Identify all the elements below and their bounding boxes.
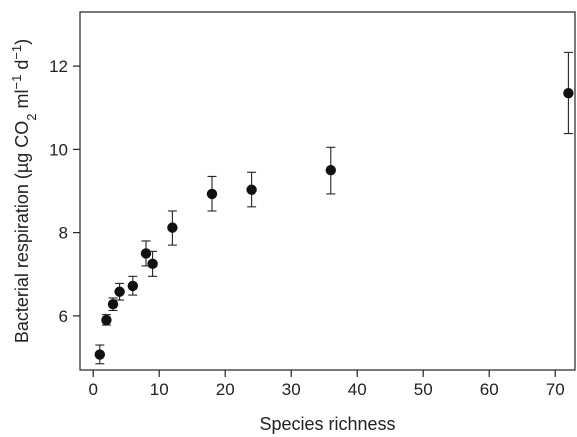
data-points xyxy=(94,51,574,365)
y-axis: 6 8 10 12 xyxy=(49,57,80,326)
y-tick-label: 8 xyxy=(59,224,68,243)
data-point xyxy=(246,184,257,195)
y-axis-label-mid: ml xyxy=(12,89,32,113)
x-tick-label: 50 xyxy=(414,380,433,399)
data-point xyxy=(140,248,152,259)
x-axis-label: Species richness xyxy=(259,414,395,434)
x-tick-label: 30 xyxy=(282,380,301,399)
x-tick-label: 70 xyxy=(546,380,565,399)
y-axis-label-mid2: d xyxy=(12,60,32,75)
plot-border xyxy=(79,11,576,371)
data-point xyxy=(206,188,218,200)
data-point xyxy=(94,349,106,360)
y-tick-label: 10 xyxy=(49,140,68,159)
y-axis-label-prefix: Bacterial respiration (µg CO xyxy=(12,121,32,343)
y-axis-label-sup2: −1 xyxy=(9,45,24,60)
y-axis-label-sub: 2 xyxy=(24,113,39,120)
data-point xyxy=(107,299,119,310)
y-tick-label: 6 xyxy=(59,307,68,326)
y-axis-label-suffix: ) xyxy=(12,39,32,45)
data-point xyxy=(325,164,336,176)
data-point xyxy=(101,314,112,326)
y-axis-label: Bacterial respiration (µg CO2 ml−1 d−1) xyxy=(9,39,39,343)
x-tick-label: 10 xyxy=(150,380,169,399)
x-tick-label: 20 xyxy=(216,380,235,399)
plot-frame xyxy=(79,11,576,371)
y-tick-label: 12 xyxy=(49,57,68,76)
data-point xyxy=(127,280,138,292)
y-axis-label-sup1: −1 xyxy=(9,75,24,90)
data-point xyxy=(563,87,574,99)
data-point xyxy=(114,286,125,297)
x-tick-label: 60 xyxy=(480,380,499,399)
data-point xyxy=(167,222,178,233)
data-point xyxy=(147,258,158,270)
x-tick-label: 0 xyxy=(88,380,97,399)
x-tick-label: 40 xyxy=(348,380,367,399)
x-axis: 0 10 20 30 40 50 60 70 xyxy=(88,370,565,399)
